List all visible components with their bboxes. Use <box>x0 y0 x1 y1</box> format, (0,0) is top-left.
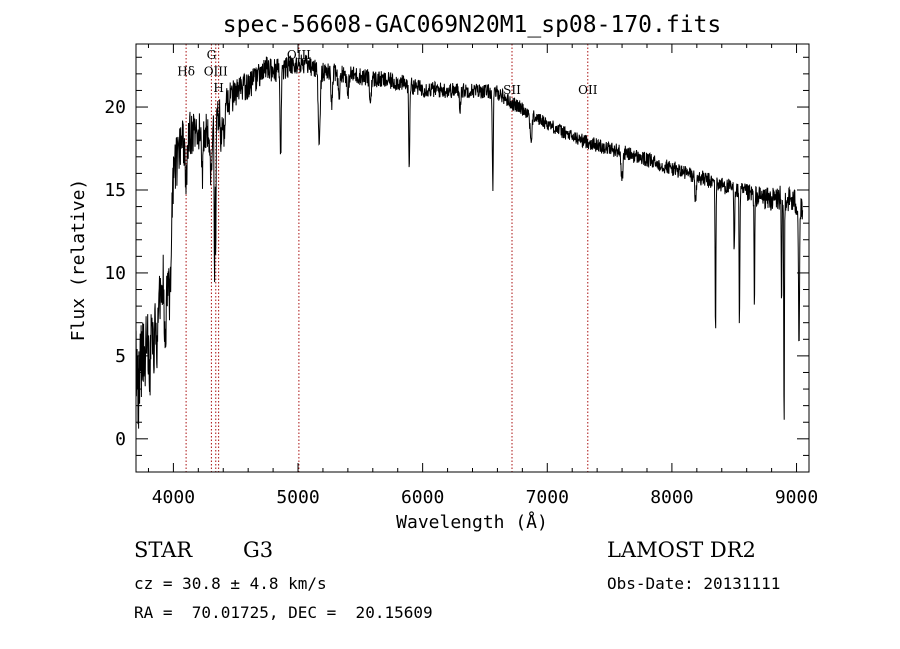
x-tick-label: 9000 <box>775 487 818 508</box>
marker-label: H <box>213 81 223 95</box>
y-axis-label: Flux (relative) <box>68 179 89 342</box>
object-subclass: G3 <box>243 538 274 562</box>
sky-coordinates: RA = 70.01725, DEC = 20.15609 <box>134 603 433 622</box>
x-tick-label: 5000 <box>276 487 319 508</box>
x-axis-label: Wavelength (Å) <box>396 511 548 533</box>
marker-label: OIII <box>204 65 228 79</box>
y-tick-label: 10 <box>104 263 126 284</box>
y-tick-label: 20 <box>104 97 126 118</box>
y-tick-label: 15 <box>104 180 126 201</box>
x-tick-label: 6000 <box>401 487 444 508</box>
x-tick-label: 7000 <box>526 487 569 508</box>
y-tick-label: 5 <box>115 346 126 367</box>
survey-name: LAMOST DR2 <box>607 538 756 562</box>
marker-label: G <box>207 48 217 62</box>
marker-label: OII <box>578 83 598 97</box>
x-axis-ticks: 4000 5000 6000 7000 8000 9000 <box>147 44 818 508</box>
x-tick-label: 8000 <box>650 487 693 508</box>
marker-label: SII <box>503 83 521 97</box>
redshift-velocity: cz = 30.8 ± 4.8 km/s <box>134 574 327 593</box>
spectrum-line <box>135 54 804 429</box>
object-class: STAR <box>134 538 193 562</box>
marker-label: Hδ <box>177 65 195 79</box>
x-tick-label: 4000 <box>152 487 195 508</box>
observation-date: Obs-Date: 20131111 <box>607 574 781 593</box>
chart-title: spec-56608-GAC069N20M1_sp08-170.fits <box>223 12 722 38</box>
spectral-line-markers <box>185 44 589 472</box>
y-axis-ticks: 0 5 10 15 20 <box>104 56 809 456</box>
y-tick-label: 0 <box>115 429 126 450</box>
plot-frame <box>135 43 810 473</box>
